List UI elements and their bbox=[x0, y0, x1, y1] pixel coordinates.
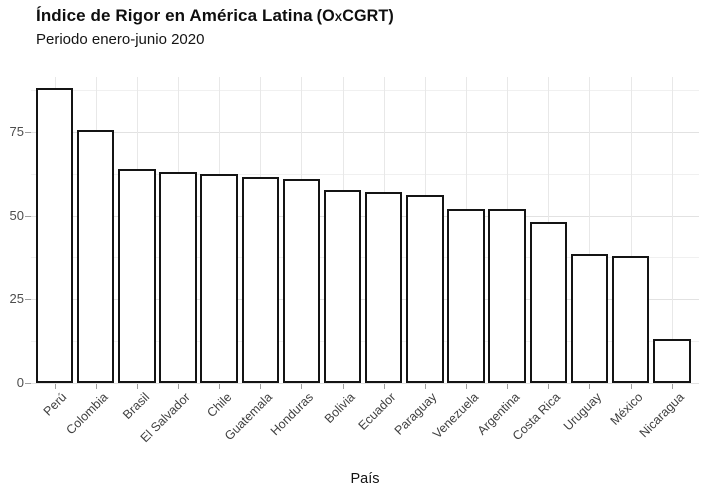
chart-subtitle: Periodo enero-junio 2020 bbox=[36, 31, 205, 48]
y-tick-50 bbox=[25, 215, 31, 217]
gridline-category-uruguay bbox=[589, 77, 591, 383]
gridline-major-0 bbox=[31, 383, 699, 384]
bar-ecuador bbox=[364, 192, 403, 383]
x-tick-peru bbox=[54, 384, 56, 389]
x-tick-label-uruguay: Uruguay bbox=[561, 390, 605, 434]
bar-uruguay bbox=[570, 254, 609, 383]
y-tick-label-75: 75 bbox=[9, 123, 24, 139]
bar-paraguay bbox=[406, 195, 444, 383]
bar-argentina bbox=[488, 208, 526, 383]
bar-mexico bbox=[611, 255, 650, 383]
x-tick-label-bolivia: Bolivia bbox=[321, 390, 358, 426]
bar-guatemala bbox=[241, 177, 279, 383]
x-tick-label-peru: Perú bbox=[40, 390, 70, 419]
x-tick-costa-rica bbox=[548, 384, 550, 389]
x-tick-label-chile: Chile bbox=[203, 390, 235, 421]
chart-title: Índice de Rigor en América Latina (OxCGRT… bbox=[36, 6, 394, 26]
bar-bolivia bbox=[323, 190, 362, 383]
y-tick-0 bbox=[25, 383, 31, 384]
bar-costa-rica bbox=[529, 222, 568, 383]
y-tick-label-25: 25 bbox=[9, 291, 24, 307]
bar-honduras bbox=[282, 178, 321, 383]
bar-el-salvador bbox=[159, 171, 197, 383]
gridline-minor-62.5 bbox=[31, 173, 699, 175]
bar-colombia bbox=[76, 130, 115, 383]
x-tick-label-colombia: Colombia bbox=[63, 390, 111, 438]
bar-peru bbox=[35, 88, 74, 383]
x-tick-argentina bbox=[507, 384, 509, 389]
bar-chile bbox=[200, 173, 238, 383]
x-tick-brasil bbox=[136, 384, 138, 389]
gridline-minor-87.5 bbox=[31, 89, 699, 91]
chart-title-main: Índice de Rigor en América Latina bbox=[36, 6, 313, 25]
bar-brasil bbox=[118, 168, 156, 383]
x-tick-chile bbox=[219, 384, 221, 389]
bar-venezuela bbox=[447, 208, 485, 383]
gridline-category-mexico bbox=[630, 77, 632, 383]
x-tick-guatemala bbox=[260, 384, 262, 389]
x-tick-mexico bbox=[630, 384, 632, 389]
x-tick-label-mexico: México bbox=[607, 390, 646, 428]
x-tick-nicaragua bbox=[671, 384, 673, 389]
x-tick-label-honduras: Honduras bbox=[268, 390, 317, 439]
gridline-major-75 bbox=[31, 131, 699, 133]
y-tick-label-50: 50 bbox=[9, 207, 24, 223]
y-tick-label-0: 0 bbox=[16, 375, 24, 390]
x-tick-label-brasil: Brasil bbox=[119, 390, 152, 423]
y-tick-25 bbox=[25, 299, 31, 301]
x-tick-uruguay bbox=[589, 384, 591, 389]
chart-title-acronym: (OxCGRT) bbox=[316, 7, 394, 25]
x-tick-venezuela bbox=[466, 384, 467, 389]
x-tick-bolivia bbox=[342, 384, 344, 389]
bar-nicaragua bbox=[653, 339, 691, 383]
x-tick-honduras bbox=[301, 384, 303, 389]
gridline-category-nicaragua bbox=[671, 77, 673, 383]
x-tick-el-salvador bbox=[177, 384, 179, 389]
x-tick-colombia bbox=[95, 384, 97, 389]
x-tick-paraguay bbox=[424, 384, 426, 389]
y-tick-75 bbox=[25, 131, 31, 133]
x-axis-title: País bbox=[350, 471, 380, 487]
plot-panel bbox=[31, 77, 699, 384]
x-tick-ecuador bbox=[383, 384, 385, 389]
